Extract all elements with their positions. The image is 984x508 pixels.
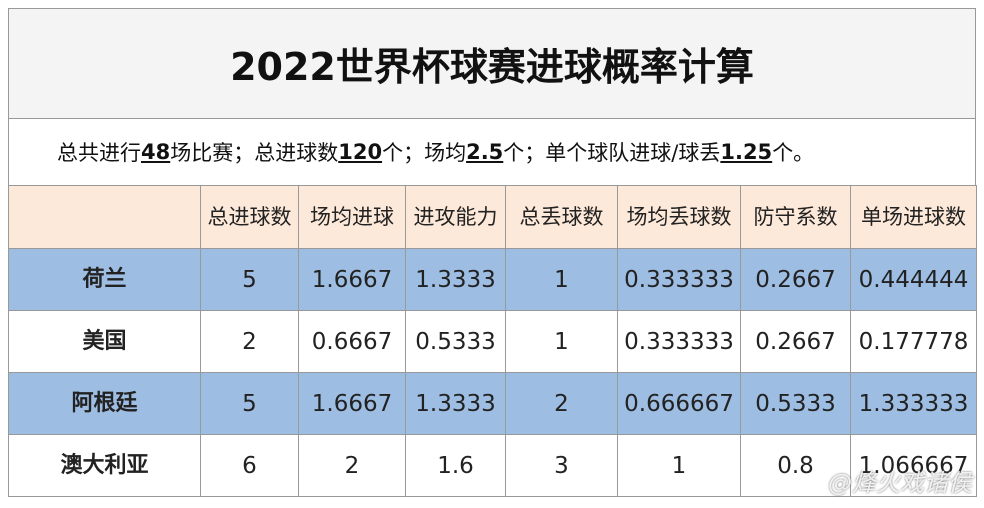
cell: 0.666667 [618,373,741,435]
header-row: 总进球数场均进球进攻能力总丢球数场均丢球数防守系数单场进球数 [9,186,977,249]
summary-text: 个；场均 [382,137,466,167]
cell: 0.2667 [741,311,851,373]
cell: 0.6667 [299,311,406,373]
summary-number: 1.25 [720,140,772,164]
column-header: 场均进球 [299,186,406,249]
cell: 0.333333 [618,311,741,373]
cell: 1 [506,311,618,373]
summary-text: 个。 [772,137,814,167]
column-header: 场均丢球数 [618,186,741,249]
column-header: 总丢球数 [506,186,618,249]
cell: 2 [299,435,406,497]
cell: 0.5333 [741,373,851,435]
team-name: 澳大利亚 [9,435,201,497]
column-header: 单场进球数 [851,186,977,249]
summary-number: 2.5 [466,140,503,164]
cell: 3 [506,435,618,497]
summary-text: 场比赛；总进球数 [170,137,338,167]
cell: 0.177778 [851,311,977,373]
team-name: 美国 [9,311,201,373]
cell: 1 [618,435,741,497]
cell: 5 [201,249,299,311]
cell: 2 [506,373,618,435]
cell: 1 [506,249,618,311]
cell: 6 [201,435,299,497]
cell: 1.6667 [299,249,406,311]
cell: 1.3333 [406,249,506,311]
column-header: 进攻能力 [406,186,506,249]
cell: 2 [201,311,299,373]
column-header: 总进球数 [201,186,299,249]
summary-text: 总共进行 [57,137,141,167]
summary-number: 48 [141,140,170,164]
cell: 0.2667 [741,249,851,311]
summary-number: 120 [338,140,382,164]
cell: 0.333333 [618,249,741,311]
cell: 5 [201,373,299,435]
summary-text: 个；单个球队进球/球丢 [503,137,720,167]
cell: 0.444444 [851,249,977,311]
cell: 0.5333 [406,311,506,373]
cell: 1.6667 [299,373,406,435]
team-name: 阿根廷 [9,373,201,435]
title: 2022世界杯球赛进球概率计算 [8,8,976,118]
cell: 1.333333 [851,373,977,435]
team-name: 荷兰 [9,249,201,311]
watermark: @烽火戏诸侯 [828,463,972,498]
column-header: 防守系数 [741,186,851,249]
cell: 1.3333 [406,373,506,435]
cell: 1.6 [406,435,506,497]
corner-cell [9,186,201,249]
